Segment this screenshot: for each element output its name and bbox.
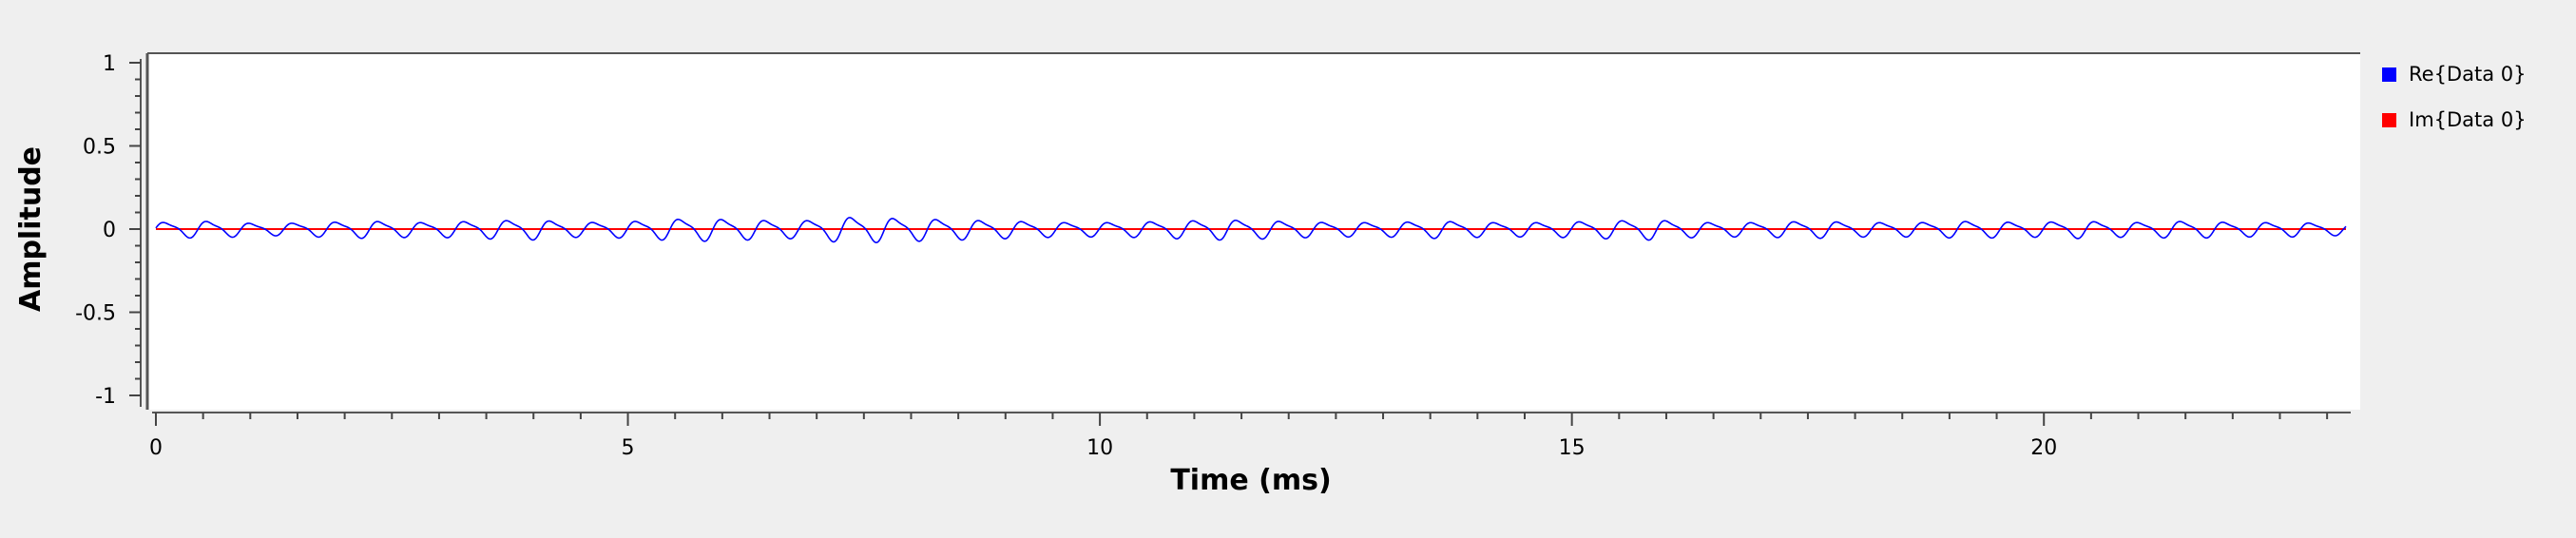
x-axis: 0 5 10 15 20 (149, 412, 2351, 460)
series-re-line (155, 217, 2347, 243)
y-tick-label: -1 (95, 385, 116, 409)
legend: Re{Data 0} Im{Data 0} (2382, 63, 2527, 131)
legend-swatch-im[interactable] (2382, 113, 2396, 127)
x-tick-label: 10 (1086, 436, 1113, 460)
legend-swatch-re[interactable] (2382, 67, 2396, 82)
x-tick-label: 0 (149, 436, 163, 460)
series-layer (155, 217, 2347, 243)
y-axis-title: Amplitude (14, 146, 48, 312)
legend-label-re[interactable]: Re{Data 0} (2409, 63, 2526, 86)
y-tick-label: 1 (103, 52, 116, 76)
x-tick-label: 5 (622, 436, 635, 460)
legend-label-im[interactable]: Im{Data 0} (2409, 108, 2527, 131)
x-tick-label: 15 (1559, 436, 1586, 460)
y-tick-label: -0.5 (75, 302, 116, 326)
x-axis-title: Time (ms) (1170, 464, 1331, 497)
x-tick-label: 20 (2030, 436, 2057, 460)
y-axis: 1 0.5 0 -0.5 -1 (75, 52, 142, 409)
y-tick-label: 0.5 (83, 136, 116, 160)
y-tick-label: 0 (103, 219, 116, 242)
